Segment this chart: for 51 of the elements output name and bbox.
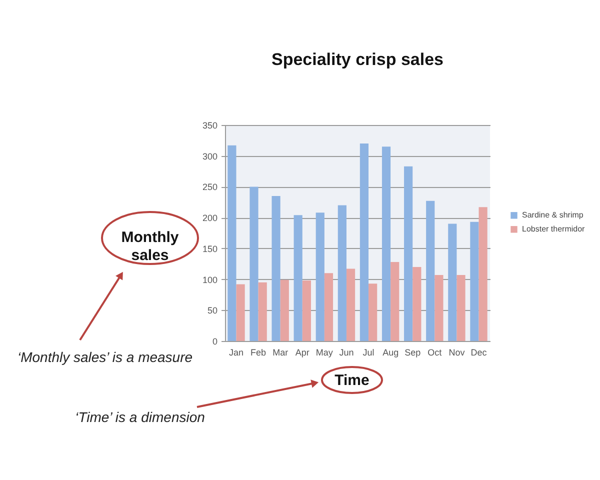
- x-axis-title: Time: [334, 372, 370, 389]
- text: ‘Monthly sales’ is a measure: [17, 349, 193, 365]
- bar: [236, 284, 245, 341]
- bar: [390, 262, 400, 341]
- y-tick-label: 150: [202, 244, 218, 254]
- bar: [478, 207, 488, 341]
- bar: [294, 215, 302, 341]
- legend-label: Sardine & shrimp: [522, 210, 584, 220]
- x-tick-label: Jan: [228, 348, 244, 358]
- x-tick-label: Jun: [339, 348, 354, 358]
- bar: [302, 280, 311, 341]
- bar: [360, 144, 369, 341]
- x-tick-label: Apr: [295, 348, 310, 358]
- bar: [316, 212, 324, 341]
- x-tick-label: Dec: [470, 348, 488, 358]
- bar: [280, 280, 289, 341]
- x-tick-label: Oct: [428, 348, 442, 358]
- x-tick-label: Aug: [382, 348, 399, 358]
- chart-title: Speciality crisp sales: [272, 50, 444, 69]
- bar: [456, 274, 466, 341]
- bar: [250, 186, 258, 341]
- legend-label: Lobster thermidor: [522, 224, 586, 234]
- bar: [346, 268, 356, 341]
- text: ‘Time’ is a dimension: [75, 409, 206, 425]
- bar: [272, 196, 280, 341]
- y-tick-label: 350: [202, 120, 218, 130]
- y-tick-label: 300: [202, 151, 218, 162]
- x-tick-label: May: [316, 348, 334, 358]
- bar: [470, 222, 479, 341]
- bar: [324, 273, 334, 341]
- bar: [448, 224, 457, 341]
- x-tick-label: Mar: [272, 348, 288, 358]
- y-tick-label: 0: [212, 336, 218, 346]
- x-tick-label: Feb: [250, 348, 266, 358]
- bar: [258, 282, 267, 341]
- bar: [404, 166, 413, 341]
- x-tick-label: Nov: [448, 348, 466, 358]
- bar: [426, 200, 435, 341]
- y-tick-label: 250: [202, 182, 218, 192]
- bar: [338, 205, 346, 341]
- y-tick-label: 50: [207, 306, 218, 316]
- bar: [434, 274, 444, 341]
- x-tick-label: Jul: [362, 348, 374, 358]
- x-tick-label: Sep: [404, 348, 421, 358]
- bar: [412, 266, 422, 341]
- bar: [228, 145, 236, 341]
- bar: [368, 284, 378, 341]
- bar: [382, 146, 391, 341]
- y-tick-label: 200: [202, 213, 218, 224]
- y-axis-title: Monthly sales: [121, 229, 180, 264]
- y-tick-label: 100: [202, 274, 218, 285]
